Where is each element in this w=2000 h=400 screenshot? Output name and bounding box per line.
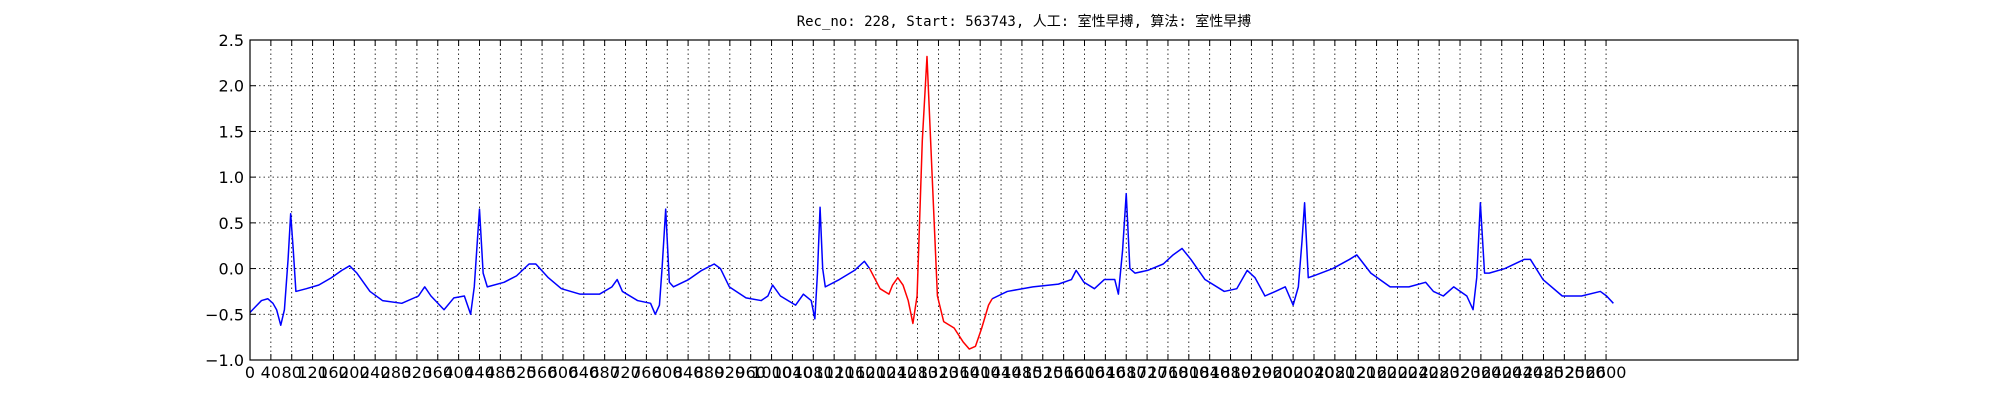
y-tick-label: 1.0 (219, 168, 244, 187)
plot-frame (249, 39, 1799, 361)
x-tick-label: 1240 (876, 363, 917, 382)
chart-title: Rec_no: 228, Start: 563743, 人工: 室性早搏, 算法… (797, 13, 1252, 30)
x-tick-label: 2080 (1314, 363, 1355, 382)
x-tick-label: 960 (735, 363, 766, 382)
x-tick-label: 1640 (1085, 363, 1126, 382)
x-tick-label: 680 (589, 363, 620, 382)
x-tick-label: 1400 (960, 363, 1001, 382)
x-tick-label: 2360 (1461, 363, 1502, 382)
x-tick-label: 1160 (835, 363, 876, 382)
y-tick-label: 1.5 (219, 122, 244, 141)
x-tick-label: 1000 (751, 363, 792, 382)
x-tick-label: 200 (339, 363, 370, 382)
x-tick-label: 480 (485, 363, 516, 382)
x-tick-label: 2320 (1440, 363, 1481, 382)
x-tick-label: 2200 (1377, 363, 1418, 382)
x-tick-label: 520 (506, 363, 537, 382)
x-tick-label: 1080 (793, 363, 834, 382)
x-tick-label: 1680 (1106, 363, 1147, 382)
x-tick-label: 1880 (1210, 363, 1251, 382)
x-tick-label: 120 (297, 363, 328, 382)
x-tick-label: 1120 (814, 363, 855, 382)
y-tick-label: 0.0 (219, 260, 244, 279)
x-tick-label: 40 (261, 363, 281, 382)
x-tick-label: 1960 (1252, 363, 1293, 382)
x-tick-label: 2600 (1586, 363, 1627, 382)
y-tick-label: −0.5 (205, 305, 244, 324)
y-tick-label: 0.5 (219, 214, 244, 233)
x-tick-label: 720 (610, 363, 641, 382)
x-tick-label: 2480 (1523, 363, 1564, 382)
x-tick-label: 840 (673, 363, 704, 382)
x-tick-label: 2240 (1398, 363, 1439, 382)
x-tick-label: 1800 (1168, 363, 1209, 382)
x-tick-label: 800 (652, 363, 683, 382)
x-tick-label: 1920 (1231, 363, 1272, 382)
x-tick-label: 0 (245, 363, 255, 382)
x-tick-label: 760 (631, 363, 662, 382)
ecg-trace (868, 55, 993, 350)
x-tick-label: 1600 (1064, 363, 1105, 382)
x-tick-label: 320 (402, 363, 433, 382)
x-tick-label: 2280 (1419, 363, 1460, 382)
x-tick-label: 160 (318, 363, 349, 382)
x-tick-label: 2160 (1356, 363, 1397, 382)
x-tick-label: 1280 (897, 363, 938, 382)
ecg-trace (249, 206, 871, 327)
x-tick-label: 880 (694, 363, 725, 382)
x-tick-label: 440 (464, 363, 495, 382)
x-tick-label: 240 (360, 363, 391, 382)
x-tick-label: 2400 (1481, 363, 1522, 382)
x-tick-label: 1480 (1002, 363, 1043, 382)
x-tick-label: 2040 (1294, 363, 1335, 382)
x-tick-label: 1720 (1127, 363, 1168, 382)
x-tick-label: 2120 (1335, 363, 1376, 382)
x-tick-label: 80 (282, 363, 302, 382)
x-tick-label: 400 (443, 363, 474, 382)
x-tick-label: 2520 (1544, 363, 1585, 382)
x-tick-label: 560 (527, 363, 558, 382)
y-tick-label: 2.0 (219, 77, 244, 96)
x-tick-label: 1360 (939, 363, 980, 382)
x-tick-label: 280 (381, 363, 412, 382)
x-tick-label: 920 (715, 363, 746, 382)
y-tick-label: 2.5 (219, 31, 244, 50)
x-tick-label: 2560 (1565, 363, 1606, 382)
x-tick-label: 600 (548, 363, 579, 382)
y-tick-label: −1.0 (205, 351, 244, 370)
x-tick-label: 1200 (856, 363, 897, 382)
x-tick-label: 1520 (1022, 363, 1063, 382)
x-tick-label: 1040 (772, 363, 813, 382)
x-tick-label: 2000 (1273, 363, 1314, 382)
x-tick-label: 1840 (1189, 363, 1230, 382)
x-tick-label: 1560 (1043, 363, 1084, 382)
x-tick-label: 1320 (918, 363, 959, 382)
x-tick-label: 640 (569, 363, 600, 382)
x-tick-label: 2440 (1502, 363, 1543, 382)
x-tick-label: 1440 (981, 363, 1022, 382)
x-tick-label: 360 (422, 363, 453, 382)
x-tick-label: 1760 (1148, 363, 1189, 382)
ecg-trace (991, 192, 1614, 311)
